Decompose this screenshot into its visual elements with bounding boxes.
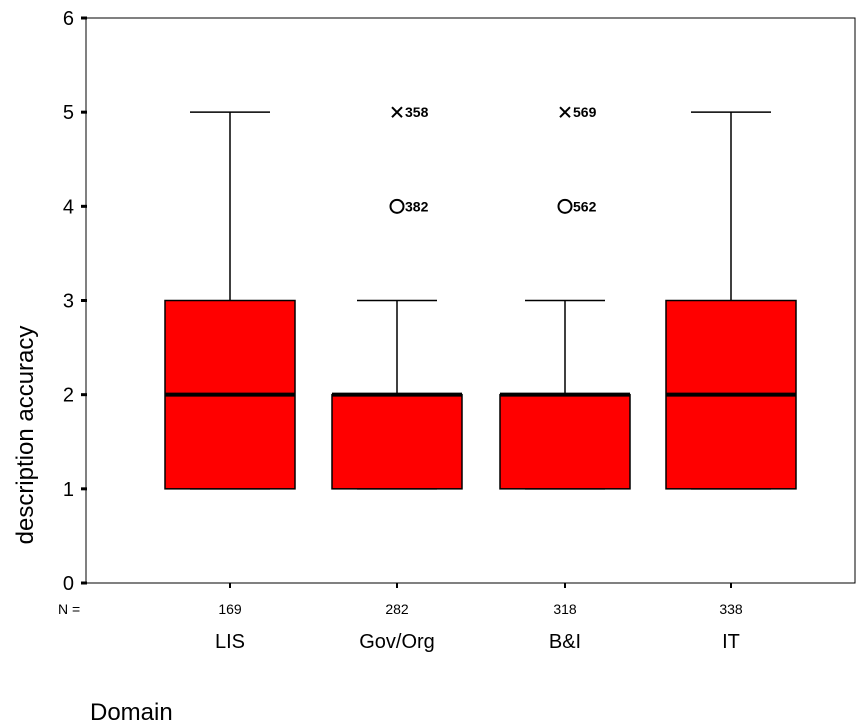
- category-label-1: Gov/Org: [359, 631, 435, 653]
- category-label-0: LIS: [215, 631, 245, 653]
- n-prefix-label: N =: [58, 601, 80, 617]
- box-0: [164, 111, 296, 490]
- y-tick-label-4: 4: [63, 196, 74, 218]
- y-tick-label-5: 5: [63, 102, 74, 124]
- y-tick-label-0: 0: [63, 573, 74, 595]
- box-2: [499, 106, 631, 490]
- outlier-label-1-0: 382: [405, 198, 429, 214]
- n-value-2: 318: [553, 601, 577, 617]
- outlier-marker-1-0: [389, 198, 405, 214]
- category-label-2: B&I: [549, 631, 581, 653]
- y-tick-label-6: 6: [63, 8, 74, 30]
- box-rect-2: [499, 393, 631, 490]
- labels-layer: 0 1 2 3 4 5 6 169 LIS 382 358 282 Gov/Org 562 569 318 B&…: [63, 8, 743, 653]
- x-axis-title: Domain: [90, 699, 173, 726]
- extreme-label-1-0: 358: [405, 104, 429, 120]
- box-rect-1: [331, 393, 463, 490]
- outlier-marker-2-0: [557, 198, 573, 214]
- category-label-3: IT: [722, 631, 740, 653]
- extreme-label-2-0: 569: [573, 104, 597, 120]
- n-value-3: 338: [719, 601, 743, 617]
- y-axis-title: description accuracy: [12, 326, 39, 545]
- y-tick-label-2: 2: [63, 385, 74, 407]
- y-tick-label-3: 3: [63, 291, 74, 313]
- y-tick-label-1: 1: [63, 479, 74, 501]
- box-1: [331, 106, 463, 490]
- extreme-marker-2-0: [559, 106, 571, 118]
- axes-layer: [81, 16, 856, 588]
- n-value-0: 169: [218, 601, 242, 617]
- boxes-layer: [164, 106, 797, 490]
- extreme-marker-1-0: [391, 106, 403, 118]
- outlier-label-2-0: 562: [573, 198, 597, 214]
- n-value-1: 282: [385, 601, 409, 617]
- box-3: [665, 111, 797, 490]
